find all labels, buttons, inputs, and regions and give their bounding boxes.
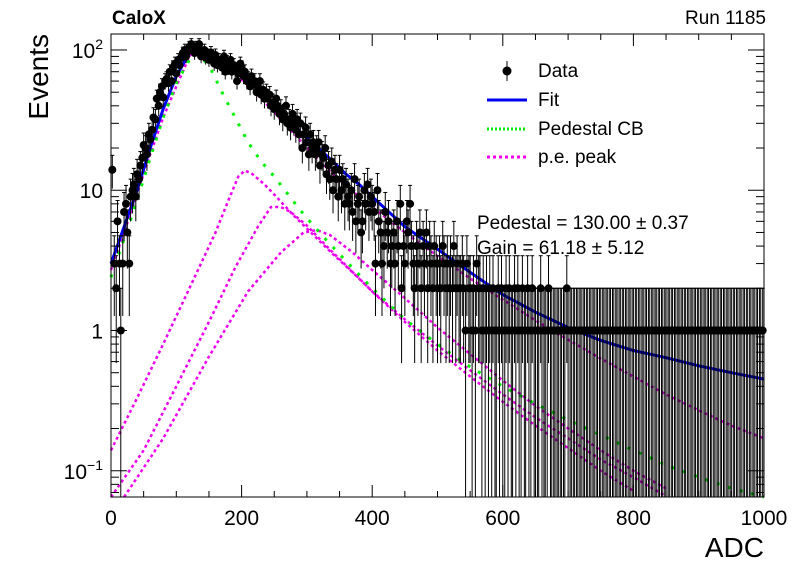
data-point [172,69,181,78]
data-point [344,192,353,201]
data-point [125,259,134,268]
data-point [141,144,150,153]
legend-label: Fit [538,90,560,111]
data-point [136,161,145,170]
data-point [334,192,343,201]
data-point [146,135,155,144]
x-tick-label: 400 [355,507,390,530]
data-point [327,157,336,166]
data-point [272,94,281,103]
data-point [350,175,359,184]
y-tick-label: 10 [80,180,103,203]
data-point [357,228,366,237]
data-point [461,326,470,335]
x-tick-label: 1000 [741,507,788,530]
x-tick-label: 200 [224,507,259,530]
data-point [406,199,415,208]
data-point [154,101,163,110]
x-tick-label: 800 [616,507,651,530]
data-points-layer [108,38,767,497]
data-point [430,242,439,251]
data-point [255,77,264,86]
data-point [360,186,369,195]
data-point [384,217,393,226]
data-point [335,165,344,174]
data-point [402,217,411,226]
x-tick-label: 600 [485,507,520,530]
pe-peak-curve [109,205,635,498]
data-point [422,228,431,237]
legend: Data Fit Pedestal CB p.e. peak [487,61,644,168]
data-point [355,192,364,201]
data-point [438,242,447,251]
fit-annotation: Gain = 61.18 ± 5.12 [477,238,644,259]
data-point [363,180,372,189]
data-point [404,228,413,237]
data-point [288,109,297,118]
data-point [368,199,377,208]
legend-label: Pedestal CB [538,119,644,140]
data-point [337,186,346,195]
fit-annotation: Pedestal = 130.00 ± 0.37 [477,213,689,234]
legend-marker [502,66,512,76]
data-point [379,242,388,251]
data-point [400,259,409,268]
data-point [366,192,375,201]
data-point [376,228,385,237]
data-point [108,165,117,174]
x-axis-title: ADC [705,532,764,563]
data-point [301,123,310,132]
data-point [471,326,480,335]
axes-layer: 0 200 400 600 800 1000 10−1 1 10 102 ADC Events [23,33,788,563]
data-point [370,207,379,216]
legend-label: Data [538,61,579,82]
data-point [449,242,458,251]
data-point [396,199,405,208]
data-point [412,242,421,251]
data-point [371,259,380,268]
data-point [118,259,127,268]
data-point [195,40,204,49]
data-point [314,138,323,147]
data-point [399,242,408,251]
data-point [391,259,400,268]
data-point [321,144,330,153]
y-tick-label: 102 [72,36,103,63]
experiment-label: CaloX [112,8,166,29]
legend-label: p.e. peak [538,147,617,168]
x-tick-label: 0 [105,507,117,530]
data-point [383,228,392,237]
run-label: Run 1185 [685,8,766,29]
data-point [122,199,131,208]
data-point [348,207,357,216]
data-point [142,150,151,159]
data-point [282,101,291,110]
fit-annotations: Pedestal = 130.00 ± 0.37 Gain = 61.18 ± 5… [477,213,689,259]
data-point [159,93,168,102]
data-point [358,217,367,226]
y-axis-title: Events [23,34,54,120]
data-point [123,228,132,237]
pe-peak-curve [109,169,667,498]
data-point [373,186,382,195]
data-point [167,77,176,86]
data-point [131,192,140,201]
data-point [353,199,362,208]
y-tick-label: 10−1 [64,457,104,484]
data-point [175,61,184,70]
data-point [135,175,144,184]
data-point [419,242,428,251]
data-point [311,150,320,159]
y-tick-label: 1 [91,321,103,344]
data-point [151,115,160,124]
data-point [304,150,313,159]
data-point [389,228,398,237]
data-point [233,77,242,86]
data-point [148,125,157,134]
data-point [415,228,424,237]
data-point [377,259,386,268]
data-point [298,144,307,153]
data-point [374,217,383,226]
